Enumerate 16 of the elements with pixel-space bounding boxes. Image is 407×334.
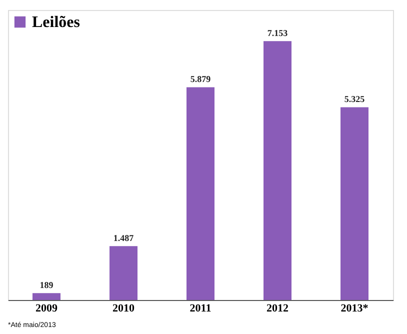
x-tick-label: 2009 xyxy=(36,302,58,314)
bar xyxy=(110,246,138,300)
x-tick-label: 2010 xyxy=(112,302,135,314)
data-label: 7.153 xyxy=(267,28,288,38)
data-label: 1.487 xyxy=(113,233,134,244)
bar xyxy=(186,87,214,300)
data-label: 5.879 xyxy=(190,74,212,84)
x-tick-label: 2011 xyxy=(190,302,212,314)
bar xyxy=(340,107,368,300)
bar xyxy=(32,293,60,300)
legend-label: Leilões xyxy=(32,14,80,31)
x-tick-label: 2012 xyxy=(266,302,289,314)
x-tick-label: 2013* xyxy=(340,302,369,314)
data-label: 5.325 xyxy=(344,94,366,104)
bar xyxy=(264,41,292,300)
data-label: 189 xyxy=(40,280,54,290)
